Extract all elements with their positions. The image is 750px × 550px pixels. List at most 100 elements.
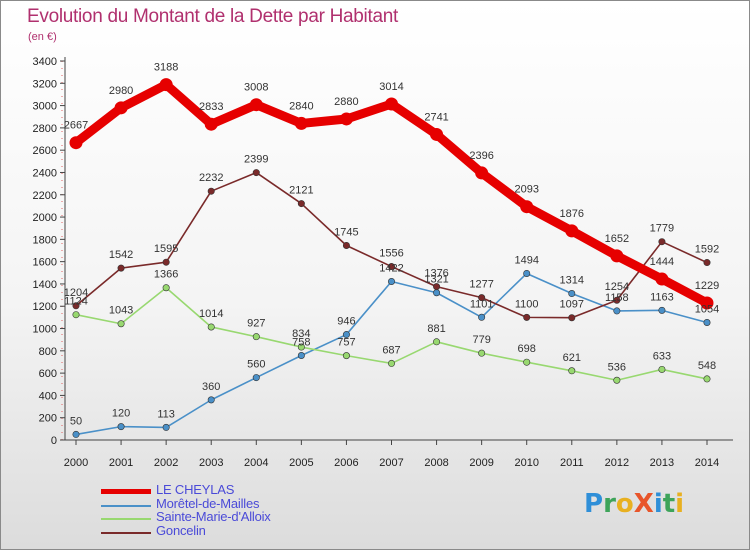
data-point <box>703 259 711 267</box>
data-label: 2880 <box>334 96 358 108</box>
legend-swatch <box>101 531 151 534</box>
data-label: 946 <box>337 316 355 328</box>
data-point <box>478 294 486 302</box>
data-point <box>297 352 305 360</box>
data-label: 1366 <box>154 269 178 281</box>
y-tick-label: 2400 <box>33 167 57 179</box>
data-point <box>613 307 621 315</box>
data-label: 3008 <box>244 82 268 94</box>
data-point <box>700 296 714 310</box>
data-label: 1229 <box>695 280 719 292</box>
data-label: 536 <box>608 361 626 373</box>
data-label: 1652 <box>605 233 629 245</box>
y-tick-label: 1400 <box>33 279 57 291</box>
data-point <box>297 343 305 351</box>
data-label: 1163 <box>650 291 674 303</box>
data-label: 3188 <box>154 62 178 74</box>
data-label: 834 <box>292 328 310 340</box>
data-point <box>655 272 669 286</box>
data-label: 1542 <box>109 249 133 261</box>
data-point <box>658 238 666 246</box>
data-label: 360 <box>202 381 220 393</box>
data-label: 1595 <box>154 243 178 255</box>
data-label: 1100 <box>515 298 539 310</box>
data-label: 698 <box>518 343 536 355</box>
legend-label: Morêtel-de-Mailles <box>156 495 260 511</box>
data-label: 1494 <box>514 254 538 266</box>
data-label: 1124 <box>64 296 88 308</box>
legend-label: Sainte-Marie-d'Alloix <box>156 509 271 524</box>
logo-letter: X <box>633 489 654 519</box>
data-label: 757 <box>337 337 355 349</box>
logo-letter: i <box>653 489 663 519</box>
data-label: 2741 <box>424 111 448 123</box>
data-label: 779 <box>472 334 490 346</box>
data-point <box>117 423 125 431</box>
proxiti-logo: ProXiti <box>584 489 684 519</box>
data-label: 548 <box>698 360 716 372</box>
data-label: 1779 <box>650 223 674 235</box>
data-label: 560 <box>247 359 265 371</box>
data-point <box>433 338 441 346</box>
x-tick-label: 2010 <box>514 457 538 469</box>
data-point <box>117 320 125 328</box>
data-point <box>433 283 441 291</box>
y-tick-label: 3200 <box>33 78 57 90</box>
data-label: 1376 <box>424 268 448 280</box>
logo-letter: o <box>615 489 634 519</box>
data-label: 1321 <box>424 274 448 286</box>
data-label: 3014 <box>379 81 403 93</box>
data-point <box>613 376 621 384</box>
data-label: 1444 <box>650 256 674 268</box>
data-label: 1254 <box>605 281 629 293</box>
data-label: 1014 <box>199 308 223 320</box>
data-point <box>433 289 441 297</box>
y-tick-label: 2200 <box>33 190 57 202</box>
x-tick-label: 2004 <box>244 457 268 469</box>
y-tick-label: 2600 <box>33 145 57 157</box>
x-tick-label: 2000 <box>64 457 88 469</box>
data-point <box>297 200 305 208</box>
y-tick-label: 800 <box>39 346 57 358</box>
data-label: 120 <box>112 408 130 420</box>
data-point <box>207 323 215 331</box>
x-tick-label: 2008 <box>424 457 448 469</box>
data-point <box>342 352 350 360</box>
data-point <box>658 365 666 373</box>
data-point <box>523 358 531 366</box>
data-label: 1101 <box>470 298 494 310</box>
data-point <box>613 296 621 304</box>
data-point <box>703 319 711 327</box>
data-point <box>475 166 489 180</box>
y-tick-label: 2800 <box>33 123 57 135</box>
y-tick-label: 200 <box>39 413 57 425</box>
data-label: 50 <box>70 415 82 427</box>
data-label: 2093 <box>514 184 538 196</box>
data-point <box>520 200 534 214</box>
data-label: 881 <box>427 323 445 335</box>
data-label: 927 <box>247 318 265 330</box>
y-tick-label: 1600 <box>33 257 57 269</box>
data-point <box>478 313 486 321</box>
data-label: 1277 <box>469 279 493 291</box>
x-tick-label: 2003 <box>199 457 223 469</box>
data-label: 1745 <box>334 226 358 238</box>
data-label: 2399 <box>244 154 268 166</box>
legend-label: LE CHEYLAS <box>156 482 235 497</box>
data-point <box>658 306 666 314</box>
data-label: 1592 <box>695 244 719 256</box>
data-label: 1043 <box>109 305 133 317</box>
y-tick-label: 3000 <box>33 101 57 113</box>
data-point <box>387 277 395 285</box>
logo-letter: P <box>584 489 604 519</box>
data-point <box>114 101 128 115</box>
logo-letter: t <box>662 489 676 519</box>
y-tick-label: 3400 <box>33 56 57 68</box>
data-point <box>204 117 218 131</box>
data-point <box>159 78 173 92</box>
data-label: 1158 <box>605 292 629 304</box>
x-tick-label: 2001 <box>109 457 133 469</box>
x-tick-label: 2007 <box>379 457 403 469</box>
data-point <box>72 302 80 310</box>
data-point <box>207 396 215 404</box>
